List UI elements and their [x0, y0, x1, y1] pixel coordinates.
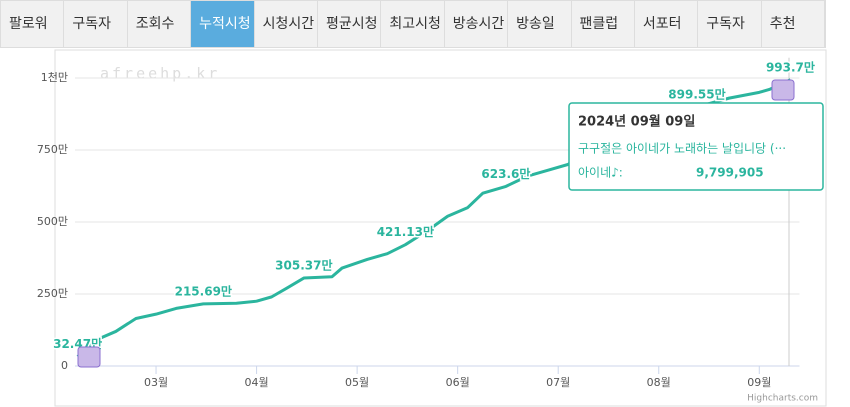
watermark: afreehp.kr	[100, 65, 220, 83]
tooltip-name: 아이네♪:	[578, 166, 623, 180]
tab[interactable]: 구독자	[64, 1, 128, 47]
tab[interactable]: 누적시청	[191, 1, 255, 47]
x-tick-label: 09월	[747, 376, 771, 389]
y-tick-label: 250만	[37, 287, 68, 300]
y-tick-label: 750만	[37, 143, 68, 156]
tab[interactable]: 추천	[762, 1, 826, 47]
x-tick-label: 04월	[245, 376, 269, 389]
tab[interactable]: 조회수	[128, 1, 192, 47]
tab[interactable]: 평균시청	[318, 1, 382, 47]
x-tick-label: 08월	[647, 376, 671, 389]
tab[interactable]: 최고시청	[381, 1, 445, 47]
x-tick-label: 06월	[446, 376, 470, 389]
credit: Highcharts.com	[747, 394, 818, 404]
x-tick-label: 03월	[144, 376, 168, 389]
y-tick-label: 0	[61, 359, 68, 372]
data-label: 215.69만	[175, 283, 232, 298]
y-tick-label: 500만	[37, 215, 68, 228]
data-label: 305.37만	[275, 258, 332, 273]
tooltip-date: 2024년 09월 09일	[578, 114, 695, 130]
tab[interactable]: 서포터	[635, 1, 699, 47]
tab[interactable]: 팬클럽	[572, 1, 635, 47]
tooltip-title: 구구절은 아이네가 노래하는 날입니당 (···	[578, 142, 786, 156]
avatar	[77, 346, 101, 368]
data-label: 623.6만	[481, 166, 530, 181]
data-label: 421.13만	[377, 224, 434, 239]
tooltip-box	[568, 102, 824, 191]
data-label: 899.55만	[668, 86, 725, 101]
y-tick-label: 1천만	[41, 70, 68, 84]
tab[interactable]: 시청시간	[255, 1, 318, 47]
tab[interactable]: 구독자	[698, 1, 762, 47]
tab-bar: 팔로워 구독자 조회수 누적시청 시청시간 평균시청 최고시청 방송시간 방송일 팬클럽 서포터 구독…	[0, 0, 826, 48]
tab[interactable]: 팔로워	[1, 1, 65, 47]
x-tick-label: 05월	[345, 376, 369, 389]
avatar	[771, 79, 795, 101]
data-label: 993.7만	[766, 59, 815, 74]
tooltip-value: 9,799,905	[696, 166, 764, 180]
x-tick-label: 07월	[546, 376, 570, 389]
tab[interactable]: 방송일	[508, 1, 572, 47]
tab[interactable]: 방송시간	[445, 1, 509, 47]
